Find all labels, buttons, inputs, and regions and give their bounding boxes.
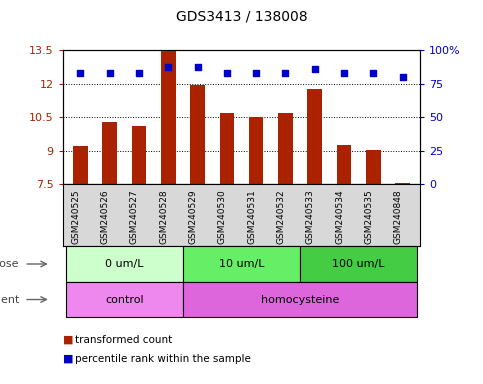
Bar xyxy=(102,122,117,184)
Point xyxy=(106,70,114,76)
Text: GSM240535: GSM240535 xyxy=(364,189,373,244)
Text: 0 um/L: 0 um/L xyxy=(105,259,143,269)
Bar xyxy=(307,89,322,184)
Text: ■: ■ xyxy=(63,335,73,345)
Point xyxy=(76,70,84,76)
Point xyxy=(311,66,319,72)
Text: GSM240526: GSM240526 xyxy=(100,189,110,244)
Text: control: control xyxy=(105,295,143,305)
Bar xyxy=(366,150,381,184)
Text: 10 um/L: 10 um/L xyxy=(219,259,264,269)
Text: ■: ■ xyxy=(63,354,73,364)
Text: GSM240848: GSM240848 xyxy=(394,189,403,244)
Point xyxy=(399,74,407,80)
Text: GSM240528: GSM240528 xyxy=(159,189,168,244)
Point xyxy=(252,70,260,76)
Text: transformed count: transformed count xyxy=(75,335,172,345)
Text: GSM240529: GSM240529 xyxy=(188,189,198,244)
Text: GSM240531: GSM240531 xyxy=(247,189,256,244)
Point xyxy=(340,70,348,76)
Point xyxy=(223,70,231,76)
Bar xyxy=(132,126,146,184)
Text: homocysteine: homocysteine xyxy=(261,295,339,305)
Point xyxy=(194,65,201,71)
Text: agent: agent xyxy=(0,295,19,305)
Text: GDS3413 / 138008: GDS3413 / 138008 xyxy=(176,9,307,23)
Text: GSM240530: GSM240530 xyxy=(218,189,227,244)
Point xyxy=(369,70,377,76)
Point xyxy=(282,70,289,76)
Bar xyxy=(161,51,176,184)
Point xyxy=(164,65,172,71)
Bar xyxy=(278,113,293,184)
Text: GSM240532: GSM240532 xyxy=(276,189,285,244)
Bar xyxy=(395,183,410,184)
Text: GSM240533: GSM240533 xyxy=(306,189,315,244)
Bar xyxy=(73,146,88,184)
Text: GSM240534: GSM240534 xyxy=(335,189,344,244)
Point xyxy=(135,70,143,76)
Text: dose: dose xyxy=(0,259,19,269)
Bar xyxy=(337,145,351,184)
Bar xyxy=(249,117,263,184)
Bar xyxy=(190,84,205,184)
Bar xyxy=(220,113,234,184)
Text: 100 um/L: 100 um/L xyxy=(332,259,385,269)
Text: percentile rank within the sample: percentile rank within the sample xyxy=(75,354,251,364)
Text: GSM240527: GSM240527 xyxy=(130,189,139,244)
Text: GSM240525: GSM240525 xyxy=(71,189,80,244)
